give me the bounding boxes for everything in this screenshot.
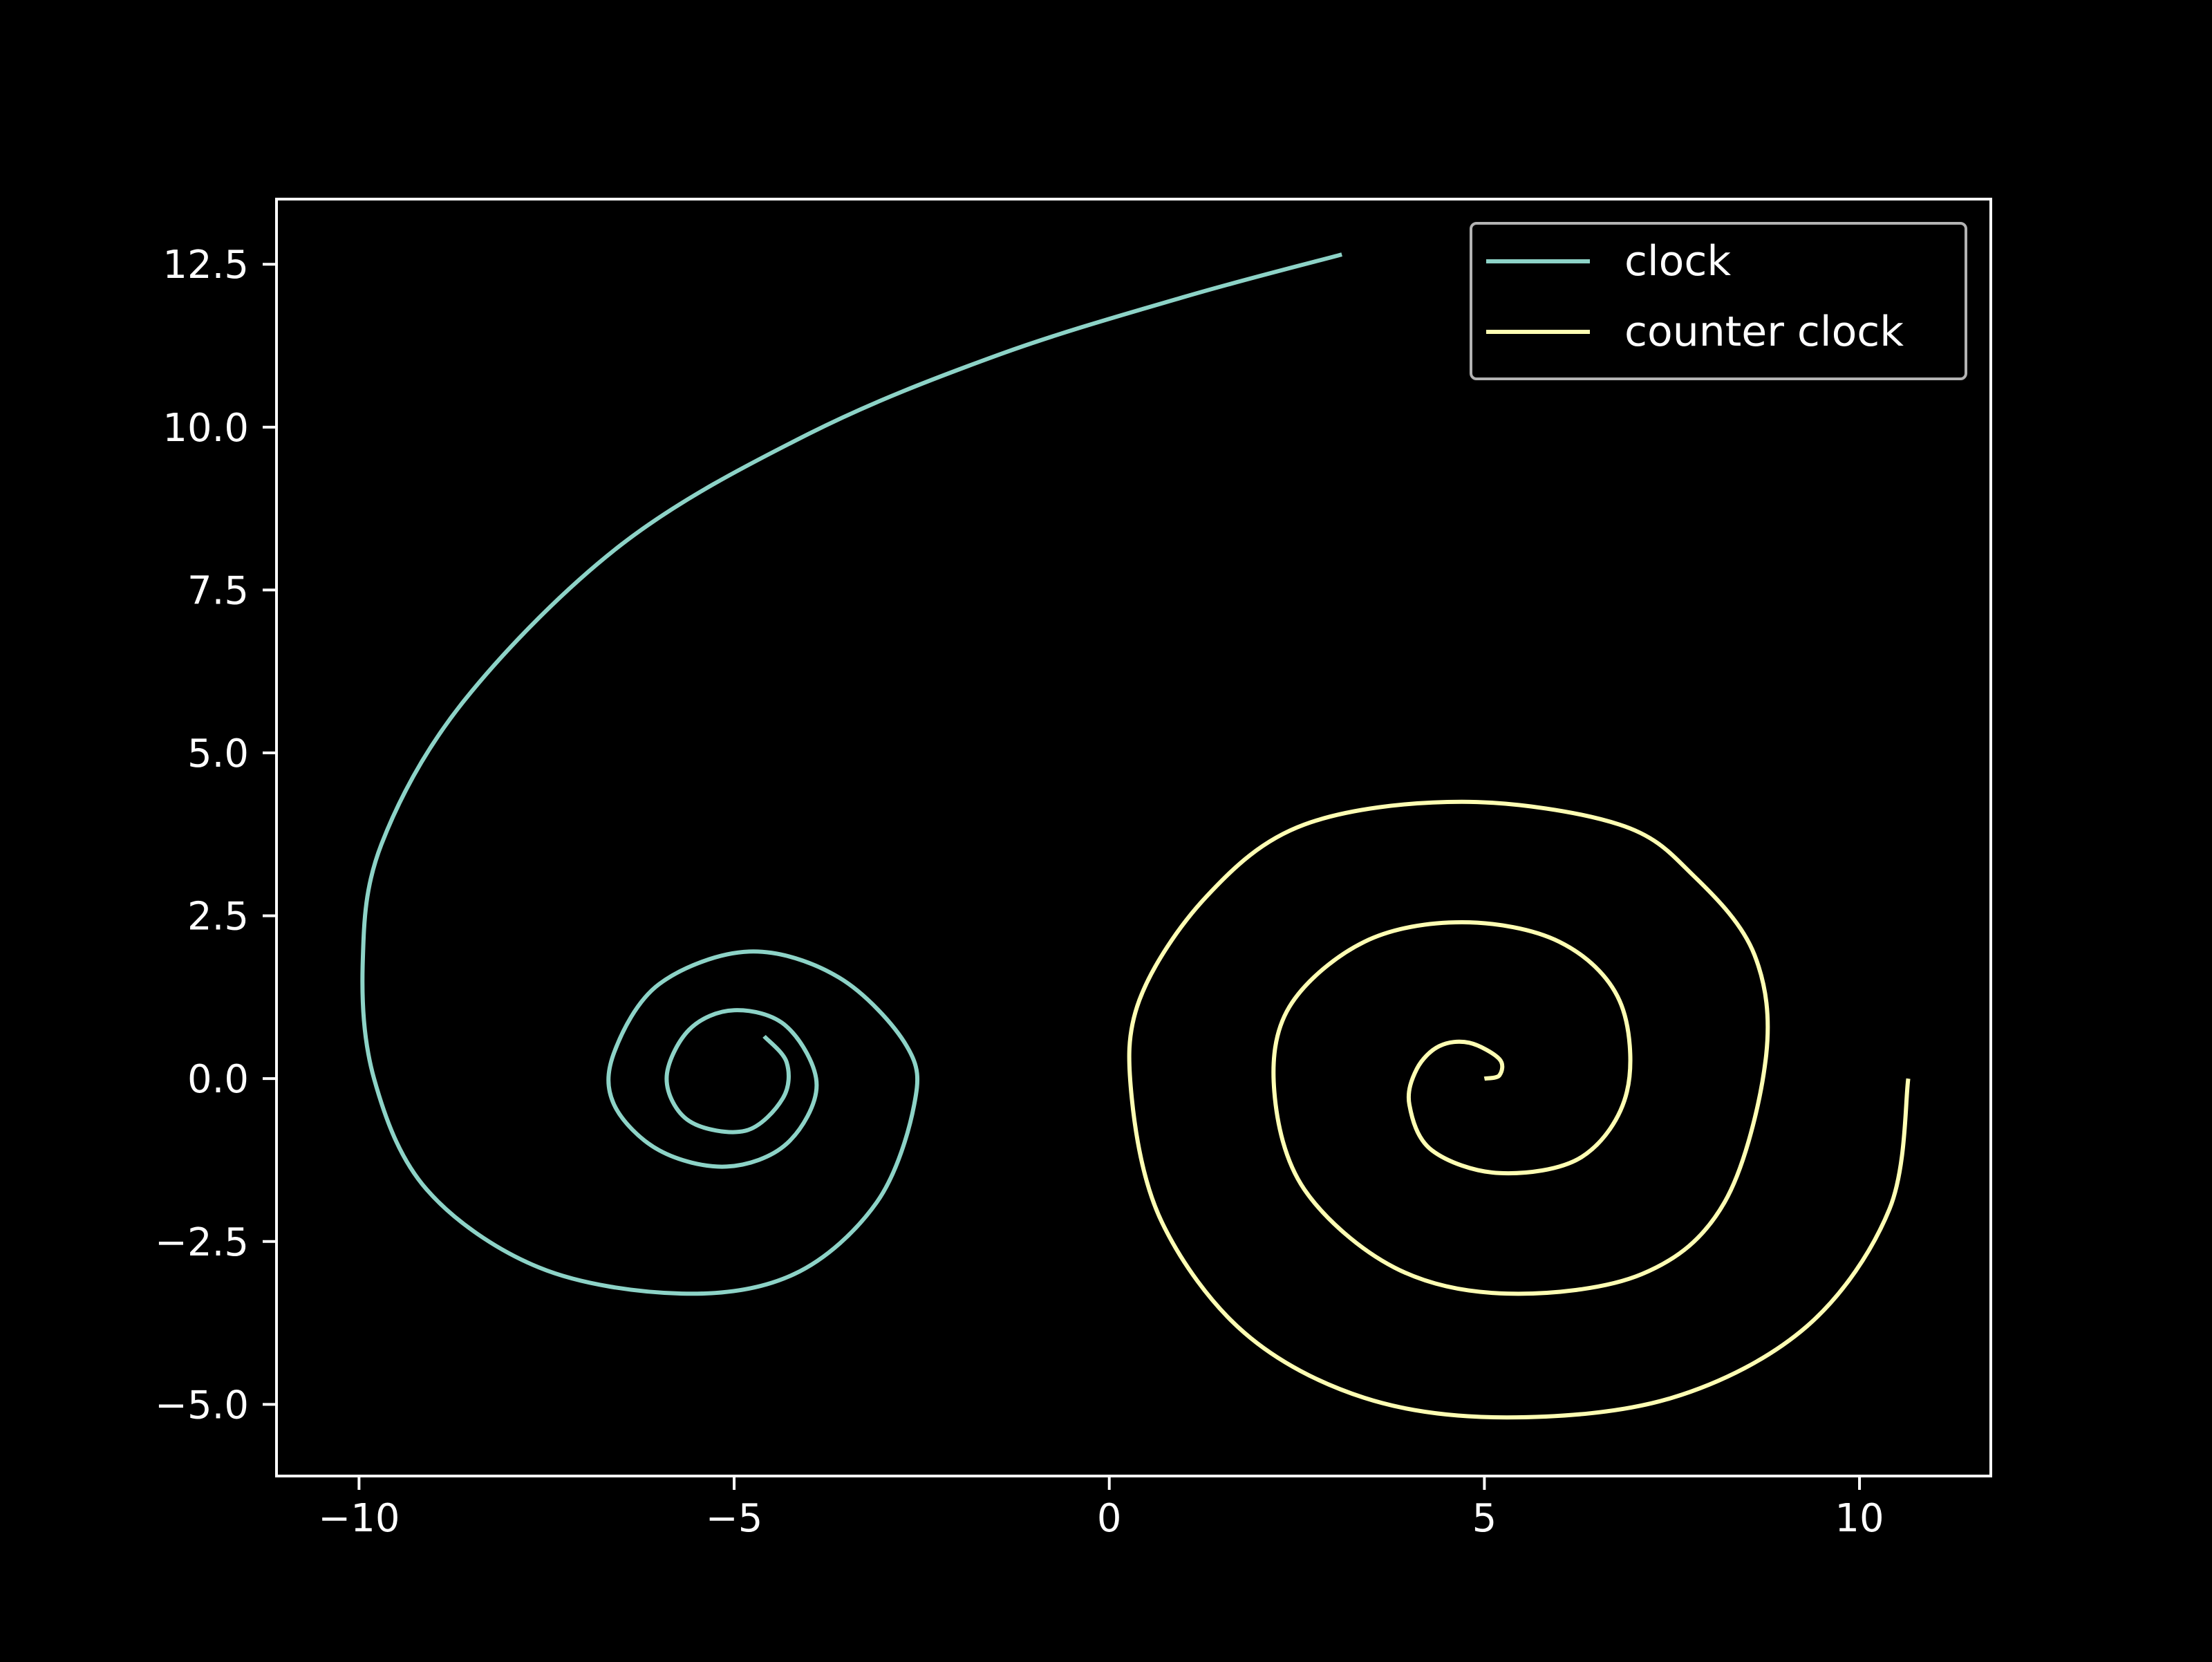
legend-label: counter clock: [1624, 308, 1904, 356]
plot-frame: [275, 198, 1992, 1477]
y-axis: −5.0 −2.5 0.0 2.5 5.0 7.5 10.0 12.5: [155, 243, 276, 1428]
x-axis: −10 −5 0 5 10: [318, 1476, 1884, 1541]
series-line-counter-clock: [1127, 799, 1911, 1420]
y-tick-label: 10.0: [162, 406, 249, 451]
x-tick-label: 0: [1097, 1496, 1122, 1541]
y-tick-label: 12.5: [162, 243, 249, 288]
y-tick-label: −5.0: [155, 1383, 249, 1428]
legend-box: [1470, 222, 1967, 380]
legend-label: clock: [1624, 237, 1731, 286]
y-tick-label: 7.5: [187, 568, 249, 613]
y-tick-label: 0.0: [187, 1057, 249, 1102]
series-layer: [360, 252, 1911, 1420]
x-tick-label: 5: [1472, 1496, 1497, 1541]
series-line-clock: [360, 252, 1342, 1296]
x-tick-label: 10: [1835, 1496, 1884, 1541]
y-tick-label: 2.5: [187, 895, 249, 940]
y-tick-label: −2.5: [155, 1220, 249, 1265]
legend: clock counter clock: [1470, 222, 1967, 380]
y-tick-label: 5.0: [187, 731, 249, 776]
x-tick-label: −10: [318, 1496, 400, 1541]
x-tick-label: −5: [706, 1496, 763, 1541]
